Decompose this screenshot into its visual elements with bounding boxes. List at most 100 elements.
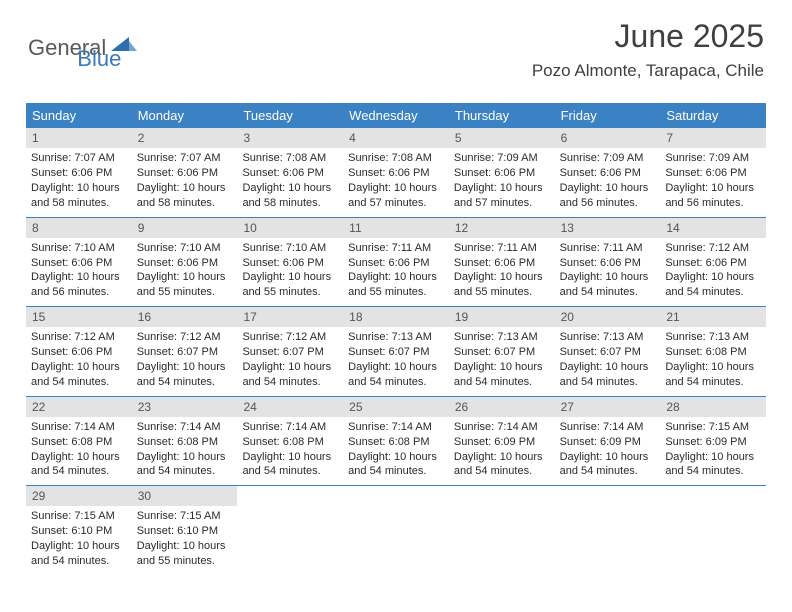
sunset-line: Sunset: 6:08 PM [242, 435, 338, 450]
header: General Blue June 2025 Pozo Almonte, Tar… [0, 0, 792, 89]
sunset-line: Sunset: 6:08 PM [31, 435, 127, 450]
daylight-line: Daylight: 10 hours and 55 minutes. [348, 270, 444, 300]
day-cell: 28Sunrise: 7:15 AMSunset: 6:09 PMDayligh… [660, 397, 766, 486]
day-number: 28 [660, 397, 766, 417]
week-row: 22Sunrise: 7:14 AMSunset: 6:08 PMDayligh… [26, 397, 766, 487]
day-cell: 26Sunrise: 7:14 AMSunset: 6:09 PMDayligh… [449, 397, 555, 486]
sunrise-line: Sunrise: 7:13 AM [560, 330, 656, 345]
sunset-line: Sunset: 6:06 PM [31, 345, 127, 360]
day-number: 4 [343, 128, 449, 148]
daylight-line: Daylight: 10 hours and 54 minutes. [454, 360, 550, 390]
daylight-line: Daylight: 10 hours and 57 minutes. [454, 181, 550, 211]
day-body: Sunrise: 7:07 AMSunset: 6:06 PMDaylight:… [132, 148, 238, 216]
sunset-line: Sunset: 6:07 PM [242, 345, 338, 360]
sunrise-line: Sunrise: 7:15 AM [665, 420, 761, 435]
sunset-line: Sunset: 6:06 PM [454, 256, 550, 271]
daylight-line: Daylight: 10 hours and 56 minutes. [665, 181, 761, 211]
daylight-line: Daylight: 10 hours and 58 minutes. [31, 181, 127, 211]
day-cell: .. [660, 486, 766, 575]
daylight-line: Daylight: 10 hours and 58 minutes. [242, 181, 338, 211]
day-cell: 12Sunrise: 7:11 AMSunset: 6:06 PMDayligh… [449, 218, 555, 307]
sunrise-line: Sunrise: 7:09 AM [560, 151, 656, 166]
sunrise-line: Sunrise: 7:10 AM [31, 241, 127, 256]
sunset-line: Sunset: 6:09 PM [560, 435, 656, 450]
day-number: 25 [343, 397, 449, 417]
day-body: Sunrise: 7:13 AMSunset: 6:07 PMDaylight:… [343, 327, 449, 395]
day-number: 8 [26, 218, 132, 238]
day-cell: 10Sunrise: 7:10 AMSunset: 6:06 PMDayligh… [237, 218, 343, 307]
day-cell: 3Sunrise: 7:08 AMSunset: 6:06 PMDaylight… [237, 128, 343, 217]
day-body: Sunrise: 7:10 AMSunset: 6:06 PMDaylight:… [132, 238, 238, 306]
sunrise-line: Sunrise: 7:11 AM [560, 241, 656, 256]
daylight-line: Daylight: 10 hours and 54 minutes. [31, 450, 127, 480]
sunrise-line: Sunrise: 7:13 AM [348, 330, 444, 345]
day-cell: 24Sunrise: 7:14 AMSunset: 6:08 PMDayligh… [237, 397, 343, 486]
day-cell: 18Sunrise: 7:13 AMSunset: 6:07 PMDayligh… [343, 307, 449, 396]
week-row: 1Sunrise: 7:07 AMSunset: 6:06 PMDaylight… [26, 128, 766, 218]
sunset-line: Sunset: 6:07 PM [454, 345, 550, 360]
sunrise-line: Sunrise: 7:14 AM [348, 420, 444, 435]
sunrise-line: Sunrise: 7:08 AM [242, 151, 338, 166]
day-cell: .. [343, 486, 449, 575]
weekday-header: Tuesday [237, 103, 343, 128]
daylight-line: Daylight: 10 hours and 54 minutes. [560, 450, 656, 480]
day-body: Sunrise: 7:13 AMSunset: 6:07 PMDaylight:… [449, 327, 555, 395]
day-body: Sunrise: 7:14 AMSunset: 6:08 PMDaylight:… [343, 417, 449, 485]
day-body: Sunrise: 7:11 AMSunset: 6:06 PMDaylight:… [449, 238, 555, 306]
day-body: Sunrise: 7:12 AMSunset: 6:06 PMDaylight:… [26, 327, 132, 395]
day-body: Sunrise: 7:14 AMSunset: 6:09 PMDaylight:… [555, 417, 661, 485]
sunrise-line: Sunrise: 7:10 AM [242, 241, 338, 256]
sunset-line: Sunset: 6:07 PM [560, 345, 656, 360]
sunrise-line: Sunrise: 7:12 AM [665, 241, 761, 256]
day-number: 9 [132, 218, 238, 238]
day-number: 2 [132, 128, 238, 148]
weekday-header: Saturday [660, 103, 766, 128]
day-body: Sunrise: 7:11 AMSunset: 6:06 PMDaylight:… [555, 238, 661, 306]
day-body: Sunrise: 7:08 AMSunset: 6:06 PMDaylight:… [237, 148, 343, 216]
day-cell: 15Sunrise: 7:12 AMSunset: 6:06 PMDayligh… [26, 307, 132, 396]
sunset-line: Sunset: 6:07 PM [137, 345, 233, 360]
daylight-line: Daylight: 10 hours and 55 minutes. [137, 270, 233, 300]
page-title: June 2025 [532, 18, 764, 55]
weekday-header-row: Sunday Monday Tuesday Wednesday Thursday… [26, 103, 766, 128]
sunrise-line: Sunrise: 7:08 AM [348, 151, 444, 166]
sunrise-line: Sunrise: 7:09 AM [454, 151, 550, 166]
day-cell: 6Sunrise: 7:09 AMSunset: 6:06 PMDaylight… [555, 128, 661, 217]
day-number: 30 [132, 486, 238, 506]
daylight-line: Daylight: 10 hours and 54 minutes. [31, 360, 127, 390]
sunset-line: Sunset: 6:06 PM [242, 166, 338, 181]
day-body: Sunrise: 7:08 AMSunset: 6:06 PMDaylight:… [343, 148, 449, 216]
daylight-line: Daylight: 10 hours and 54 minutes. [454, 450, 550, 480]
sunset-line: Sunset: 6:06 PM [665, 166, 761, 181]
weekday-header: Wednesday [343, 103, 449, 128]
day-number: 21 [660, 307, 766, 327]
sunrise-line: Sunrise: 7:14 AM [137, 420, 233, 435]
sunset-line: Sunset: 6:06 PM [665, 256, 761, 271]
day-number: 6 [555, 128, 661, 148]
sunset-line: Sunset: 6:08 PM [348, 435, 444, 450]
daylight-line: Daylight: 10 hours and 54 minutes. [137, 450, 233, 480]
day-cell: 8Sunrise: 7:10 AMSunset: 6:06 PMDaylight… [26, 218, 132, 307]
day-body: Sunrise: 7:15 AMSunset: 6:09 PMDaylight:… [660, 417, 766, 485]
daylight-line: Daylight: 10 hours and 54 minutes. [137, 360, 233, 390]
sunrise-line: Sunrise: 7:14 AM [31, 420, 127, 435]
daylight-line: Daylight: 10 hours and 55 minutes. [454, 270, 550, 300]
sunrise-line: Sunrise: 7:14 AM [560, 420, 656, 435]
day-number: 19 [449, 307, 555, 327]
day-number: 5 [449, 128, 555, 148]
sunrise-line: Sunrise: 7:11 AM [454, 241, 550, 256]
day-cell: 7Sunrise: 7:09 AMSunset: 6:06 PMDaylight… [660, 128, 766, 217]
day-body: Sunrise: 7:09 AMSunset: 6:06 PMDaylight:… [449, 148, 555, 216]
daylight-line: Daylight: 10 hours and 54 minutes. [560, 360, 656, 390]
brand-logo: General Blue [28, 18, 121, 72]
day-cell: 1Sunrise: 7:07 AMSunset: 6:06 PMDaylight… [26, 128, 132, 217]
sunrise-line: Sunrise: 7:10 AM [137, 241, 233, 256]
day-body: Sunrise: 7:09 AMSunset: 6:06 PMDaylight:… [555, 148, 661, 216]
day-cell: 11Sunrise: 7:11 AMSunset: 6:06 PMDayligh… [343, 218, 449, 307]
day-cell: 30Sunrise: 7:15 AMSunset: 6:10 PMDayligh… [132, 486, 238, 575]
day-cell: 21Sunrise: 7:13 AMSunset: 6:08 PMDayligh… [660, 307, 766, 396]
sunrise-line: Sunrise: 7:12 AM [31, 330, 127, 345]
week-row: 29Sunrise: 7:15 AMSunset: 6:10 PMDayligh… [26, 486, 766, 575]
day-cell: 20Sunrise: 7:13 AMSunset: 6:07 PMDayligh… [555, 307, 661, 396]
weekday-header: Thursday [449, 103, 555, 128]
